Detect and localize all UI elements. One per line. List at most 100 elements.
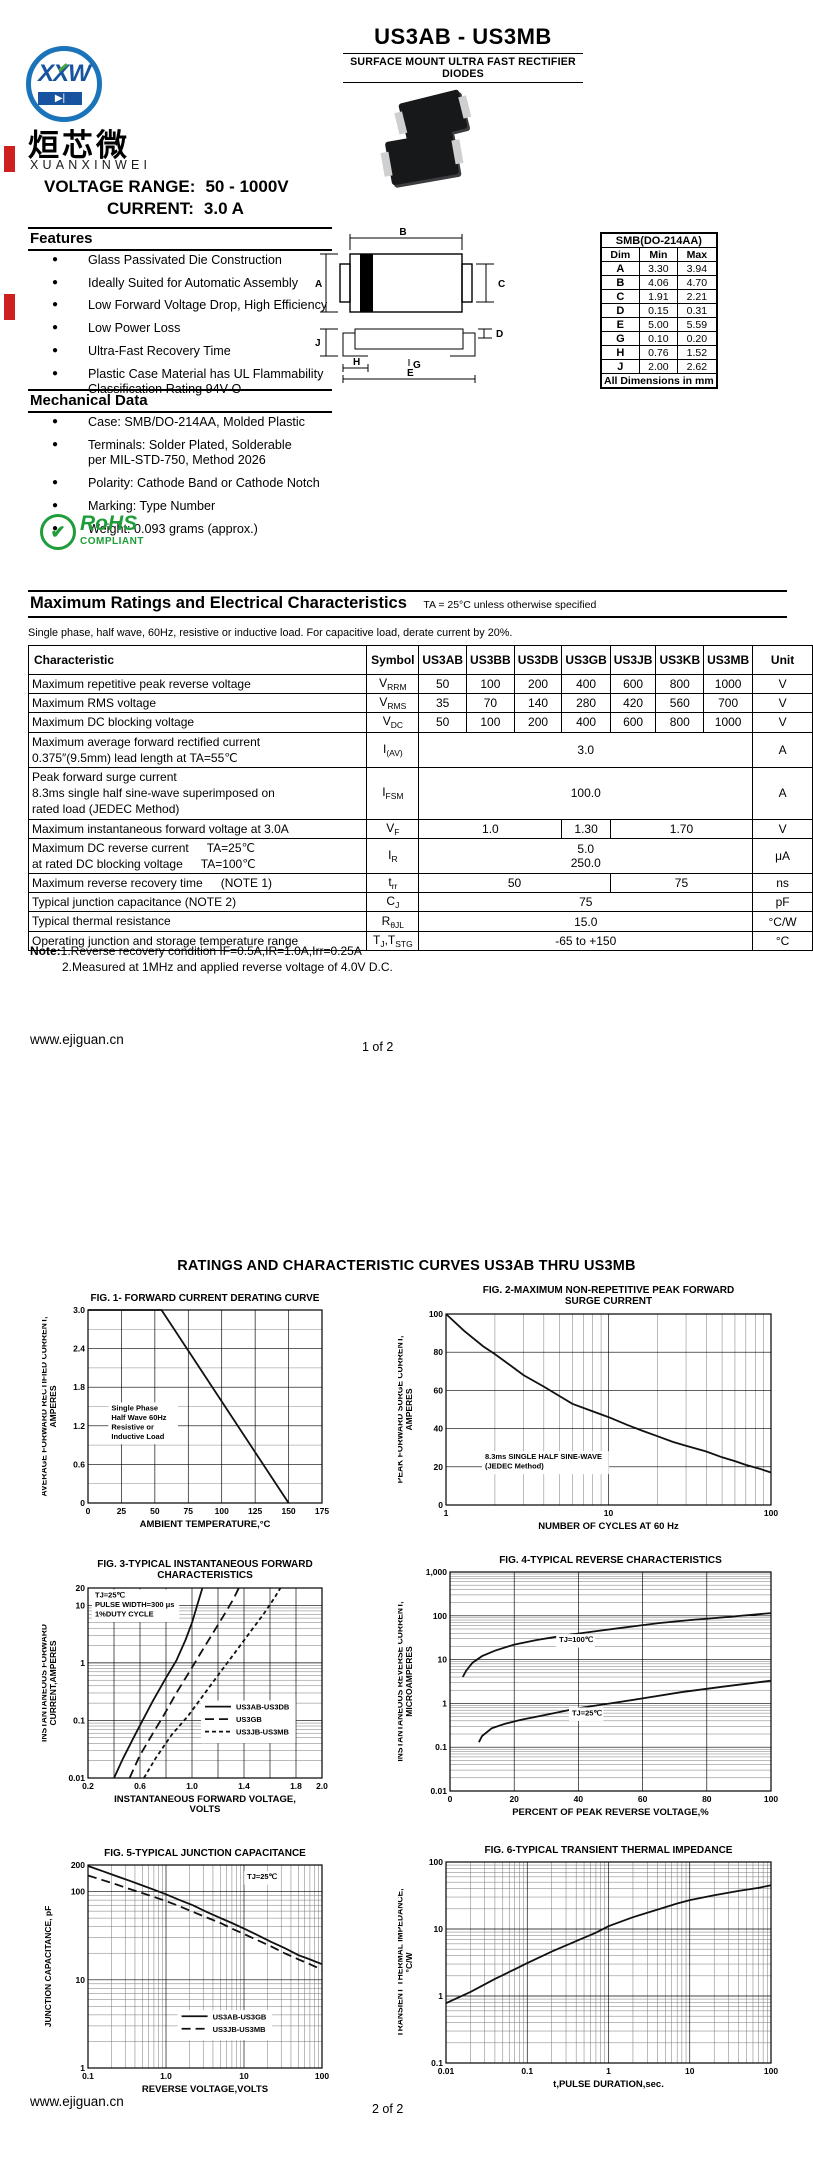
ratings-header-row: Characteristic Symbol US3AB US3BB US3DB US3GB… <box>27 645 813 675</box>
ratings-row: Maximum instantaneous forward voltage at… <box>27 818 813 839</box>
ratings-heading: Maximum Ratings and Electrical Character… <box>28 590 787 618</box>
ratings-symbol: IFSM <box>366 766 420 820</box>
series-US3JB-US3MB <box>87 1874 323 1971</box>
ratings-value: 800 <box>655 673 705 695</box>
svg-text:0.1: 0.1 <box>82 2071 94 2081</box>
dims-cell: 0.15 <box>638 303 679 318</box>
ratings-value: 1.0 <box>418 818 563 839</box>
list-item-text: Ideally Suited for Automatic Assembly <box>88 275 298 290</box>
dims-title: SMB(DO-214AA) <box>600 232 718 248</box>
dims-footer: All Dimensions in mm <box>600 373 718 389</box>
svg-text:20: 20 <box>76 1583 86 1593</box>
rohs-leaf-icon: ✔ <box>40 514 76 550</box>
footer-site: www.ejiguan.cn <box>30 1032 124 1047</box>
dims-cell: G <box>600 331 640 346</box>
svg-text:175: 175 <box>315 1506 329 1516</box>
ratings-row: Typical thermal resistance RθJL 15.0 °C/W <box>27 911 813 932</box>
ratings-subnote: Single phase, half wave, 60Hz, resistive… <box>28 627 513 639</box>
ratings-table: Characteristic Symbol US3AB US3BB US3DB US3GB… <box>27 645 813 951</box>
list-item: ● Low Forward Voltage Drop, High Efficien… <box>28 298 348 314</box>
ratings-notes: Note:1.Reverse recovery condition IF=0.5… <box>30 944 393 975</box>
ratings-title: Maximum Ratings and Electrical Character… <box>30 594 407 612</box>
fig3-legend-label: US3AB-US3DB <box>236 1703 290 1712</box>
fig2-title: FIG. 2-MAXIMUM NON-REPETITIVE PEAK FORWA… <box>483 1285 735 1296</box>
ratings-value: 200 <box>513 673 563 695</box>
ratings-symbol: VRMS <box>366 693 420 714</box>
svg-text:10: 10 <box>604 1508 614 1518</box>
dim-label-c: C <box>498 279 505 290</box>
svg-text:10: 10 <box>438 1655 448 1665</box>
svg-text:60: 60 <box>638 1794 648 1804</box>
svg-text:1,000: 1,000 <box>426 1567 448 1577</box>
dims-row: B 4.06 4.70 <box>600 275 718 290</box>
series-thermal-impedance <box>445 1884 772 2005</box>
ratings-unit: V <box>752 693 813 714</box>
ratings-row: Peak forward surge current 8.3ms single … <box>27 766 813 820</box>
svg-text:100: 100 <box>71 1887 85 1897</box>
footer-page-number: 2 of 2 <box>372 2102 404 2116</box>
features-list: ● Glass Passivated Die Construction ● Ideal… <box>28 253 348 405</box>
series-TJ-100C <box>462 1612 772 1678</box>
fig2-grid <box>445 1313 772 1506</box>
ratings-unit: A <box>752 731 813 768</box>
ratings-col-header: US3GB <box>561 645 611 675</box>
current-line: CURRENT: 3.0 A <box>107 199 244 219</box>
ratings-characteristic: Maximum reverse recovery time (NOTE 1) <box>27 873 368 894</box>
dims-cell: E <box>600 317 640 332</box>
dims-col-header: Dim <box>600 247 640 262</box>
ratings-col-header: US3DB <box>513 645 563 675</box>
dim-label-e: E <box>407 368 414 379</box>
dims-cell: 3.30 <box>638 261 679 276</box>
list-item: ● Marking: Type Number <box>28 499 348 515</box>
ratings-unit: A <box>752 766 813 820</box>
dim-label-b: B <box>399 227 406 238</box>
series-US3GB <box>128 1587 240 1779</box>
svg-text:100: 100 <box>429 1309 443 1319</box>
ratings-row: Maximum average forward rectified curren… <box>27 731 813 768</box>
chart-reverse-characteristics: 0 20 40 60 80 100 0.01 0.1 1 10 100 1,000 TJ=100℃ TJ=… <box>398 1552 783 1826</box>
list-item-text: Ultra-Fast Recovery Time <box>88 343 231 358</box>
svg-text:20: 20 <box>509 1794 519 1804</box>
fig1-annotation: Inductive Load <box>111 1432 164 1441</box>
chart-transient-thermal-impedance: 0.01 0.1 1 10 100 0.1 1 10 100 FIG. 6-TYPICAL TRA… <box>398 1842 783 2098</box>
chart-junction-capacitance: 0.1 1.0 10 100 1 10 100 200 TJ=25℃ US3AB-US3GB US3… <box>42 1845 334 2103</box>
dims-cell: B <box>600 275 640 290</box>
part-range: US3AB - US3MB <box>374 24 552 49</box>
ratings-value: -65 to +150 <box>418 930 754 951</box>
svg-text:40: 40 <box>574 1794 584 1804</box>
ratings-value: 50 <box>418 673 468 695</box>
dims-row: H 0.76 1.52 <box>600 345 718 360</box>
dims-cell: 2.21 <box>677 289 718 304</box>
svg-text:100: 100 <box>764 1508 778 1518</box>
fig5-plot: 0.1 1.0 10 100 1 10 100 200 TJ=25℃ US3AB-US3GB US3… <box>43 1848 329 2095</box>
ratings-symbol: TJ,TSTG <box>366 930 420 951</box>
svg-text:0.01: 0.01 <box>68 1773 85 1783</box>
list-item: ● Terminals: Solder Plated, Solderable pe… <box>28 438 348 469</box>
list-item-text: Plastic Case Material has UL Flammabilit… <box>88 366 324 397</box>
svg-text:1: 1 <box>438 1991 443 2001</box>
ratings-characteristic: Operating junction and storage temperatu… <box>27 930 368 951</box>
dims-cell: 1.91 <box>638 289 679 304</box>
ratings-value: 1000 <box>703 712 754 733</box>
series-derating-curve <box>88 1309 290 1504</box>
svg-text:60: 60 <box>434 1385 444 1395</box>
fig5-y-axis-label: JUNCTION CAPACITANCE, pF <box>43 1906 53 2028</box>
svg-text:1.2: 1.2 <box>73 1421 85 1431</box>
current-value: 3.0 A <box>203 199 244 218</box>
dims-row: C 1.91 2.21 <box>600 289 718 304</box>
dims-row: A 3.30 3.94 <box>600 261 718 276</box>
dimensions-table: SMB(DO-214AA) Dim Min Max A 3.30 3.94 B 4.06 4.70… <box>600 232 718 389</box>
mechanical-heading: Mechanical Data <box>28 389 332 413</box>
list-item-text: Glass Passivated Die Construction <box>88 253 282 267</box>
fig2-x-axis-label: NUMBER OF CYCLES AT 60 Hz <box>538 1521 679 1532</box>
red-margin-marker <box>4 294 15 320</box>
rohs-compliant-label: COMPLIANT <box>80 536 144 547</box>
fig3-title: FIG. 3-TYPICAL INSTANTANEOUS FORWARD <box>97 1559 312 1570</box>
svg-text:2.4: 2.4 <box>73 1344 85 1354</box>
svg-text:10: 10 <box>239 2071 249 2081</box>
bullet-icon: ● <box>52 499 59 511</box>
dims-cell: 4.06 <box>638 275 679 290</box>
ratings-value: 400 <box>561 712 611 733</box>
mechanical-list: ● Case: SMB/DO-214AA, Molded Plastic ● Term… <box>28 415 348 544</box>
